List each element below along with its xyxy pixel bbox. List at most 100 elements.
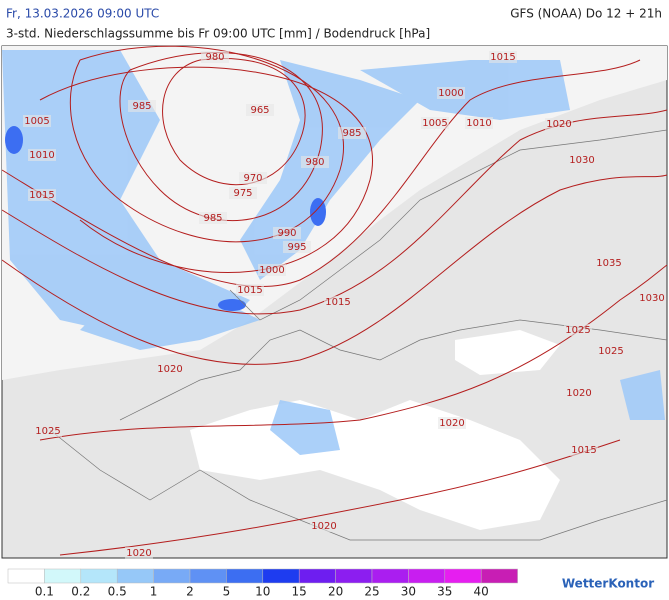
isobar-label: 1000 xyxy=(259,265,284,276)
isobar-label-bg xyxy=(324,296,352,308)
logo: WetterKontor xyxy=(562,577,654,591)
isobar-label: 1000 xyxy=(438,88,463,99)
isobar-label: 1020 xyxy=(439,418,464,429)
isobar-label: 990 xyxy=(277,228,296,239)
isobar-label-bg xyxy=(283,241,311,253)
legend-swatch xyxy=(7,568,45,584)
isobar-label-bg xyxy=(597,345,625,357)
isobar-label: 975 xyxy=(233,188,252,199)
isobar-label: 980 xyxy=(305,157,324,168)
isobar-label-bg xyxy=(438,417,466,429)
isobar-label-bg xyxy=(489,51,517,63)
isobar-label: 1030 xyxy=(569,155,594,166)
legend-label: 15 xyxy=(292,585,307,599)
isobar-label-bg xyxy=(570,444,598,456)
legend-swatch xyxy=(116,568,154,584)
isobar-label-bg xyxy=(23,115,51,127)
isobar-label-bg xyxy=(128,100,156,112)
isobar-label-bg xyxy=(301,156,329,168)
isobar-label-bg xyxy=(236,284,264,296)
isobar-label: 1015 xyxy=(490,52,515,63)
isobar-label-bg xyxy=(638,292,666,304)
coastlines xyxy=(49,129,668,541)
isobar-label-bg xyxy=(246,104,274,116)
valid-time: Fr, 13.03.2026 09:00 UTC xyxy=(6,7,159,21)
black-sea xyxy=(455,330,560,375)
legend-label: 35 xyxy=(437,585,452,599)
subtitle: 3-std. Niederschlagssumme bis Fr 09:00 U… xyxy=(6,27,430,41)
isobar-label: 995 xyxy=(287,242,306,253)
isobar-label: 1020 xyxy=(566,388,591,399)
isobar-label-bg xyxy=(34,425,62,437)
isobar-label: 980 xyxy=(205,52,224,63)
legend-label: 1 xyxy=(150,585,158,599)
isobar-label-bg xyxy=(421,117,449,129)
isobar-label: 1025 xyxy=(598,346,623,357)
isobar-label-bg xyxy=(564,324,592,336)
model-run: GFS (NOAA) Do 12 + 21h xyxy=(510,7,662,21)
isobar-label-bg xyxy=(125,547,153,559)
legend-label: 0.5 xyxy=(108,585,127,599)
isobar-label-bg xyxy=(229,187,257,199)
isobar-label-bg xyxy=(28,149,56,161)
legend-swatch xyxy=(80,568,118,584)
legend-label: 0.2 xyxy=(71,585,90,599)
isobar-label: 985 xyxy=(342,128,361,139)
isobar-label-bg xyxy=(28,189,56,201)
isobar-label: 1010 xyxy=(29,150,54,161)
legend-label: 20 xyxy=(328,585,343,599)
isobar-label-bg xyxy=(273,227,301,239)
legend-swatch xyxy=(189,568,227,584)
legend-label: 2 xyxy=(186,585,194,599)
isobar-label: 1020 xyxy=(126,548,151,559)
isobar-label: 1015 xyxy=(237,285,262,296)
isobar-label-bg xyxy=(310,520,338,532)
precipitation xyxy=(2,50,665,455)
isobar-label-bg xyxy=(258,264,286,276)
isobar-label: 985 xyxy=(132,101,151,112)
isobar-label: 985 xyxy=(203,213,222,224)
isobar-label-bg xyxy=(156,363,184,375)
map: 980 985 965 970 975 985 990 995 1000 1015 980 985 10… xyxy=(1,45,668,559)
heavy-precipitation xyxy=(5,126,326,311)
isobar-label-bg xyxy=(465,117,493,129)
legend-label: 0.1 xyxy=(35,585,54,599)
isobar-label-bg xyxy=(568,154,596,166)
isobar-label: 965 xyxy=(250,105,269,116)
isobar-label: 1030 xyxy=(639,293,664,304)
isobar-label-bg xyxy=(565,387,593,399)
isobar-label: 1020 xyxy=(157,364,182,375)
isobar-label-bg xyxy=(201,51,229,63)
isobars xyxy=(1,45,668,556)
isobar-label: 1025 xyxy=(565,325,590,336)
legend-swatch xyxy=(480,568,518,584)
legend-swatch xyxy=(262,568,300,584)
legend-swatch xyxy=(335,568,373,584)
legend-swatch xyxy=(44,568,82,584)
isobar-label-bg xyxy=(595,257,623,269)
legend-label: 40 xyxy=(474,585,489,599)
isobar-label: 1025 xyxy=(35,426,60,437)
legend-swatch xyxy=(298,568,336,584)
isobar-label-bg xyxy=(545,118,573,130)
isobar-label-bg xyxy=(437,87,465,99)
legend: 0.1 0.2 0.5 1 2 5 10 15 20 25 30 35 40 xyxy=(7,568,518,599)
isobar-label: 1020 xyxy=(311,521,336,532)
legend-swatch xyxy=(153,568,191,584)
isobar-label-bg xyxy=(199,212,227,224)
legend-label: 10 xyxy=(255,585,270,599)
isobar-label: 1005 xyxy=(24,116,49,127)
legend-swatch xyxy=(226,568,264,584)
isobar-label: 1015 xyxy=(325,297,350,308)
legend-swatch xyxy=(371,568,409,584)
legend-label: 30 xyxy=(401,585,416,599)
isobar-label: 1035 xyxy=(596,258,621,269)
legend-swatch xyxy=(444,568,482,584)
isobar-label: 970 xyxy=(243,173,262,184)
isobar-label: 1015 xyxy=(571,445,596,456)
isobar-label: 1010 xyxy=(466,118,491,129)
isobar-label: 1015 xyxy=(29,190,54,201)
legend-label: 25 xyxy=(364,585,379,599)
isobar-label-bg xyxy=(239,172,267,184)
